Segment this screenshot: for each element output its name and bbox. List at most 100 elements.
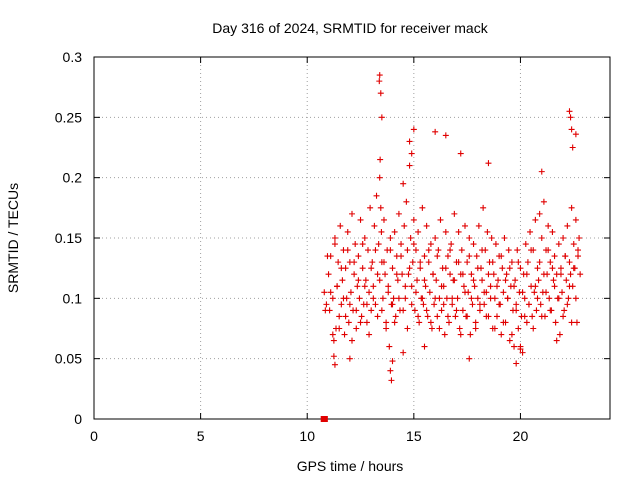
data-point (457, 150, 464, 157)
data-point (325, 271, 332, 278)
data-point (432, 295, 439, 302)
data-point (398, 253, 405, 260)
data-point (410, 241, 417, 248)
data-point (389, 358, 396, 365)
data-point (363, 301, 370, 308)
data-point (427, 241, 434, 248)
data-point (472, 325, 479, 332)
x-axis-label: GPS time / hours (297, 458, 404, 474)
data-point (534, 295, 541, 302)
data-point (569, 144, 576, 151)
data-point (419, 295, 426, 302)
data-point (382, 271, 389, 278)
data-point (387, 235, 394, 241)
data-point (502, 277, 509, 284)
data-point (321, 289, 328, 296)
data-point (357, 319, 364, 326)
data-point (424, 313, 431, 320)
data-point (454, 295, 461, 302)
data-point (565, 295, 572, 302)
data-point (446, 319, 453, 326)
data-point (344, 247, 351, 254)
data-point (402, 283, 409, 290)
data-point (351, 259, 358, 266)
data-point (451, 210, 458, 217)
data-point (358, 313, 365, 320)
data-point (408, 301, 415, 308)
data-point (371, 222, 378, 229)
data-point (517, 346, 524, 353)
data-point (490, 271, 497, 278)
data-point (364, 247, 371, 254)
data-point (555, 295, 562, 302)
data-point (377, 90, 384, 97)
data-point (430, 271, 437, 278)
data-point (488, 235, 495, 241)
data-point (402, 295, 409, 302)
data-point (412, 289, 419, 296)
data-point (336, 313, 343, 320)
data-point (514, 247, 521, 254)
data-point (376, 174, 383, 181)
data-point (414, 277, 421, 284)
data-point (431, 301, 438, 308)
data-point (511, 343, 518, 350)
data-point (538, 313, 545, 320)
data-point (570, 241, 577, 248)
data-point (513, 301, 520, 308)
data-point (372, 301, 379, 308)
data-point (506, 265, 513, 272)
data-point (419, 204, 426, 211)
data-point (336, 325, 343, 332)
data-point (538, 235, 545, 241)
data-point (457, 331, 464, 338)
data-point (400, 307, 407, 314)
data-point (515, 325, 522, 332)
data-point (428, 325, 435, 332)
data-point (340, 295, 347, 302)
chart-title: Day 316 of 2024, SRMTID for receiver mac… (212, 20, 488, 36)
data-point (499, 265, 506, 272)
data-point (415, 313, 422, 320)
data-point (421, 253, 428, 260)
data-point (543, 289, 550, 296)
data-point (460, 283, 467, 290)
data-point (423, 307, 430, 314)
data-point (438, 307, 445, 314)
data-point (376, 72, 383, 79)
data-point (391, 319, 398, 326)
y-axis-label: SRMTID / TECUs (5, 183, 21, 293)
data-point (566, 108, 573, 115)
data-point (389, 301, 396, 308)
data-point (493, 313, 500, 320)
data-point (555, 241, 562, 248)
data-point (434, 253, 441, 260)
data-point (378, 114, 385, 121)
data-point (485, 271, 492, 278)
data-point (455, 228, 462, 235)
data-point (464, 313, 471, 320)
data-point (354, 283, 361, 290)
data-point (531, 289, 538, 296)
data-point (356, 295, 363, 302)
data-point (349, 210, 355, 217)
data-point (561, 307, 568, 314)
data-point (433, 277, 440, 284)
data-point (415, 228, 422, 235)
data-point (323, 301, 330, 308)
data-point (508, 259, 515, 266)
data-point (440, 301, 447, 308)
data-point (474, 295, 481, 302)
data-point (562, 253, 569, 260)
data-point (442, 132, 449, 139)
data-point (426, 289, 433, 296)
data-point (342, 313, 349, 320)
data-point (467, 331, 474, 338)
data-point (559, 289, 566, 296)
data-point (513, 360, 520, 367)
data-point (368, 265, 375, 272)
data-point (476, 307, 483, 314)
data-point (376, 78, 383, 85)
data-point (449, 295, 456, 302)
data-point (357, 216, 364, 223)
